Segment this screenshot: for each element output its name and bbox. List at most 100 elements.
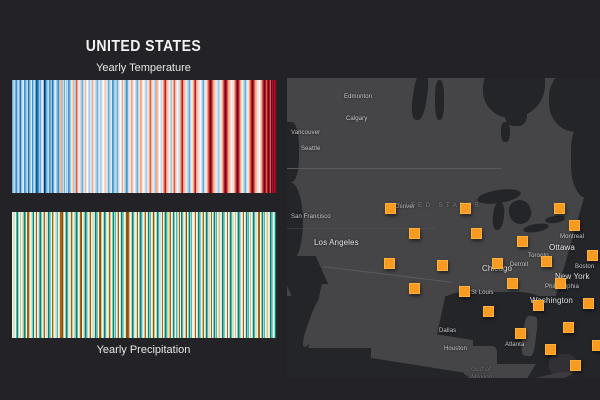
stripe-year bbox=[26, 212, 28, 338]
stripe-year bbox=[67, 212, 69, 338]
stripe-year bbox=[198, 80, 199, 193]
station-marker[interactable] bbox=[533, 300, 544, 311]
stripe-year bbox=[37, 80, 38, 193]
stripe-year bbox=[56, 80, 57, 193]
station-marker[interactable] bbox=[437, 260, 448, 271]
stripe-year bbox=[243, 80, 244, 193]
station-marker[interactable] bbox=[409, 228, 420, 239]
station-marker[interactable] bbox=[592, 340, 600, 351]
stripe-year bbox=[135, 80, 136, 193]
stripe-year bbox=[199, 212, 201, 338]
stripe-year bbox=[25, 212, 27, 338]
stripe-year bbox=[135, 212, 137, 338]
station-marker[interactable] bbox=[492, 258, 503, 269]
stripe-year bbox=[192, 212, 194, 338]
station-marker[interactable] bbox=[541, 256, 552, 267]
station-marker[interactable] bbox=[554, 203, 565, 214]
stripe-year bbox=[175, 212, 177, 338]
stripe-year bbox=[119, 212, 121, 338]
stripe-year bbox=[244, 212, 246, 338]
stripe-year bbox=[76, 212, 78, 338]
station-marker[interactable] bbox=[570, 360, 581, 371]
stripe-year bbox=[136, 212, 138, 338]
stripe-year bbox=[236, 80, 237, 193]
station-marker[interactable] bbox=[515, 328, 526, 339]
stripe-year bbox=[73, 212, 75, 338]
stripe-year bbox=[28, 80, 29, 193]
stripe-year bbox=[59, 80, 60, 193]
station-marker[interactable] bbox=[563, 322, 574, 333]
stripe-year bbox=[248, 80, 249, 193]
stripe-year bbox=[229, 212, 231, 338]
station-marker[interactable] bbox=[460, 203, 471, 214]
stripe-year bbox=[78, 212, 80, 338]
stripe-year bbox=[216, 80, 217, 193]
stripe-year bbox=[156, 80, 157, 193]
stripe-year bbox=[103, 80, 104, 193]
stripe-year bbox=[243, 212, 245, 338]
stripe-year bbox=[115, 80, 116, 193]
station-map[interactable]: Edmonton Calgary Vancouver Seattle San Franc… bbox=[287, 78, 600, 378]
station-marker[interactable] bbox=[483, 306, 494, 317]
stripe-year bbox=[223, 212, 225, 338]
stripe-year bbox=[87, 212, 89, 338]
stripe-year bbox=[27, 80, 28, 193]
stripe-year bbox=[70, 80, 71, 193]
station-marker[interactable] bbox=[385, 203, 396, 214]
stripe-year bbox=[259, 212, 261, 338]
stripes-panel: UNITED STATES Yearly Temperature Yearly … bbox=[0, 0, 287, 400]
stripe-year bbox=[211, 80, 212, 193]
stripe-year bbox=[58, 212, 60, 338]
stripe-year bbox=[236, 212, 238, 338]
stripe-year bbox=[37, 212, 39, 338]
stripe-year bbox=[251, 80, 252, 193]
stripe-year bbox=[42, 80, 43, 193]
stripe-year bbox=[150, 80, 151, 193]
stripe-year bbox=[132, 80, 133, 193]
stripe-year bbox=[210, 212, 212, 338]
stripe-year bbox=[269, 80, 270, 193]
station-marker[interactable] bbox=[569, 220, 580, 231]
station-marker[interactable] bbox=[471, 228, 482, 239]
stripe-year bbox=[230, 212, 232, 338]
station-marker[interactable] bbox=[555, 278, 566, 289]
stripe-year bbox=[176, 80, 177, 193]
stripe-year bbox=[139, 212, 141, 338]
stripe-year bbox=[239, 80, 240, 193]
stripe-year bbox=[16, 80, 17, 193]
station-marker[interactable] bbox=[507, 278, 518, 289]
station-marker-layer[interactable] bbox=[287, 78, 600, 378]
station-marker[interactable] bbox=[545, 344, 556, 355]
stripe-year bbox=[158, 80, 159, 193]
stripe-year bbox=[121, 80, 122, 193]
stripe-year bbox=[204, 212, 206, 338]
station-marker[interactable] bbox=[409, 283, 420, 294]
stripe-year bbox=[91, 80, 92, 193]
stripe-year bbox=[145, 80, 146, 193]
stripe-year bbox=[47, 80, 48, 193]
station-marker[interactable] bbox=[459, 286, 470, 297]
stripe-year bbox=[151, 212, 153, 338]
stripe-year bbox=[157, 212, 159, 338]
stripe-year bbox=[272, 80, 273, 193]
station-marker[interactable] bbox=[583, 298, 594, 309]
stripe-year bbox=[53, 212, 55, 338]
temperature-chart-subtitle: Yearly Temperature bbox=[96, 62, 191, 74]
stripe-year bbox=[47, 212, 49, 338]
stripe-year bbox=[45, 80, 46, 193]
station-marker[interactable] bbox=[587, 250, 598, 261]
station-marker[interactable] bbox=[517, 236, 528, 247]
stripe-year bbox=[142, 80, 143, 193]
stripe-year bbox=[197, 80, 198, 193]
stripe-year bbox=[38, 212, 40, 338]
stripe-year bbox=[118, 212, 120, 338]
stripe-year bbox=[134, 212, 136, 338]
stripe-year bbox=[125, 80, 126, 193]
stripe-year bbox=[134, 80, 135, 193]
stripe-year bbox=[274, 212, 276, 338]
stripe-year bbox=[21, 212, 23, 338]
stripe-year bbox=[194, 212, 196, 338]
station-marker[interactable] bbox=[384, 258, 395, 269]
stripe-year bbox=[231, 80, 232, 193]
stripe-year bbox=[17, 212, 19, 338]
